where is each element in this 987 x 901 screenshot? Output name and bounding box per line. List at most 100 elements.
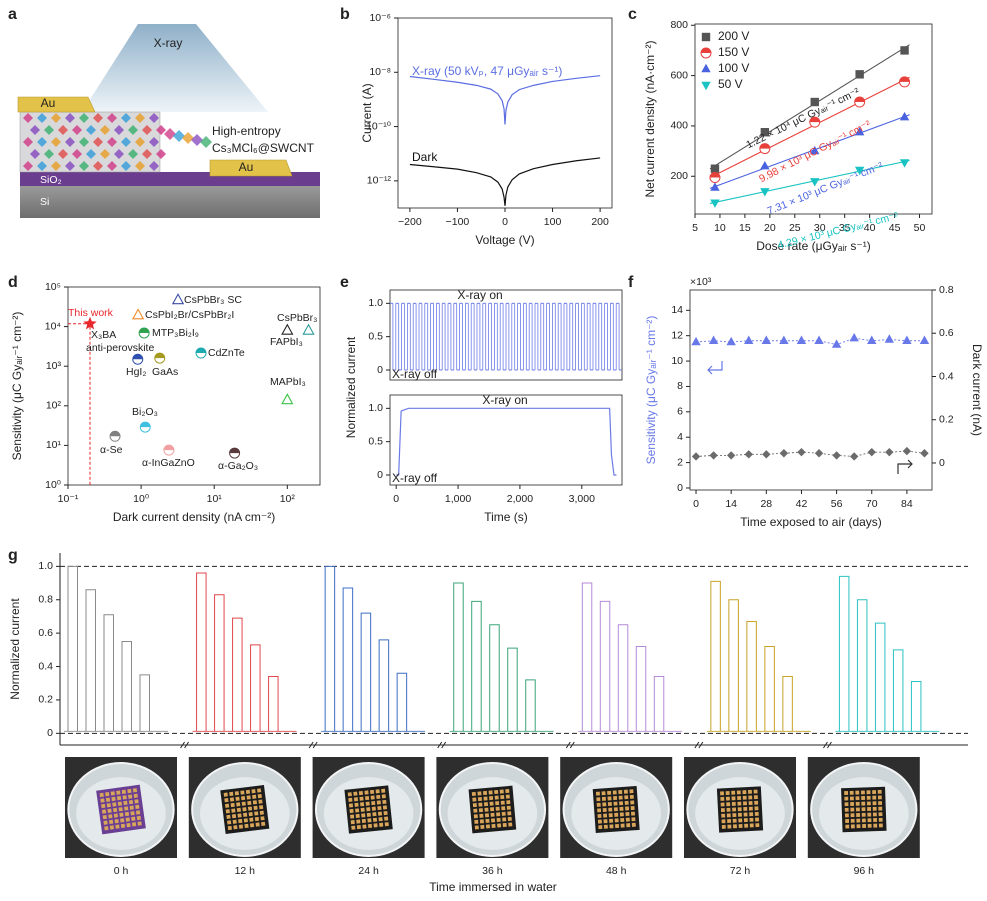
marker <box>920 449 929 458</box>
y-tick-label: 800 <box>670 19 688 31</box>
marker <box>810 145 820 155</box>
fit-line <box>709 44 910 170</box>
pixel <box>120 823 126 829</box>
pixel <box>631 822 636 827</box>
y-tick-label: 1.0 <box>38 560 53 572</box>
panel-label: a <box>8 6 17 23</box>
pixel <box>358 791 364 796</box>
y2-tick-label: 0 <box>939 457 945 469</box>
pixel <box>227 825 232 831</box>
pixel <box>259 810 264 815</box>
pixel <box>248 811 253 817</box>
pixel <box>749 817 754 822</box>
x-tick-label: 84 <box>901 498 913 510</box>
pixel <box>244 823 249 829</box>
lattice-cell <box>30 125 40 135</box>
x-tick-label: 0 <box>393 493 399 505</box>
lattice-cell <box>72 149 82 159</box>
pulse <box>507 647 518 732</box>
pixel <box>502 817 507 822</box>
marker <box>710 182 720 191</box>
lattice-cell <box>30 149 40 159</box>
pixel <box>614 818 619 823</box>
x-tick-label: −100 <box>446 216 470 228</box>
pixel <box>631 817 636 822</box>
marker <box>899 159 910 168</box>
pixel <box>120 818 125 823</box>
plot-frame <box>689 289 933 491</box>
pixel <box>618 795 623 800</box>
pixel <box>754 811 759 816</box>
pixel <box>485 824 491 829</box>
marker <box>854 127 865 136</box>
marker <box>691 452 701 461</box>
pixel <box>596 797 601 802</box>
marker <box>884 334 895 343</box>
pixel <box>234 791 239 796</box>
pixel <box>367 818 372 823</box>
y-tick-label: 0.6 <box>38 627 53 639</box>
pixel <box>862 824 867 828</box>
pulse <box>653 676 665 732</box>
pixel <box>362 824 367 829</box>
pixel <box>754 800 759 805</box>
pixel <box>226 814 231 819</box>
y2-tick-label: 0.4 <box>939 370 954 382</box>
marker <box>726 336 736 346</box>
axis-break <box>823 741 832 749</box>
pixel <box>131 816 136 821</box>
pixel <box>725 796 730 801</box>
pixel <box>260 816 265 821</box>
pixel <box>232 819 237 824</box>
y-tick-label: 600 <box>670 69 688 81</box>
pixel <box>721 819 726 824</box>
y-tick-label: 10⁻⁸ <box>369 66 391 78</box>
pixel <box>478 808 483 813</box>
pixel <box>127 788 132 794</box>
pixel <box>720 808 725 813</box>
pixel <box>626 823 631 828</box>
y-tick-label: 1.0 <box>368 297 383 309</box>
lattice-cell <box>44 149 54 159</box>
au-right <box>209 159 293 177</box>
marker-fill <box>759 143 770 149</box>
lattice-cell <box>93 113 103 123</box>
pixel <box>850 824 855 829</box>
pixel <box>856 824 861 829</box>
pixel <box>597 819 602 824</box>
pixel <box>877 795 882 800</box>
pixel <box>355 808 360 813</box>
y-tick-label: 0.5 <box>368 330 383 342</box>
pulse <box>489 624 500 732</box>
pixel <box>844 796 849 801</box>
y-tick-label: 4 <box>677 431 683 443</box>
pixel <box>855 801 860 806</box>
lattice-cell <box>121 113 131 123</box>
lattice-cell <box>149 137 159 147</box>
pixel <box>383 810 388 816</box>
pixel <box>850 802 855 806</box>
axis-break <box>180 741 189 749</box>
pixel <box>619 806 624 811</box>
pixel <box>855 796 860 801</box>
lattice-cell <box>182 132 194 144</box>
pixel <box>102 814 107 820</box>
pixel <box>872 790 877 794</box>
lattice-cell <box>121 161 131 171</box>
lattice-cell <box>200 136 212 148</box>
x-tick-label: 30 <box>814 222 826 234</box>
pulse <box>764 645 775 732</box>
pixel <box>349 808 354 814</box>
pixel <box>348 797 353 802</box>
y-tick-label: 400 <box>670 120 688 132</box>
pixel <box>878 823 883 828</box>
pixel <box>128 799 134 805</box>
pixel <box>134 799 139 804</box>
marker <box>761 335 772 344</box>
pulse <box>599 600 611 732</box>
lattice-cell <box>107 161 117 171</box>
marker-fill <box>132 354 143 360</box>
marker <box>710 199 720 208</box>
pixel <box>351 825 356 830</box>
pixel <box>507 816 512 821</box>
